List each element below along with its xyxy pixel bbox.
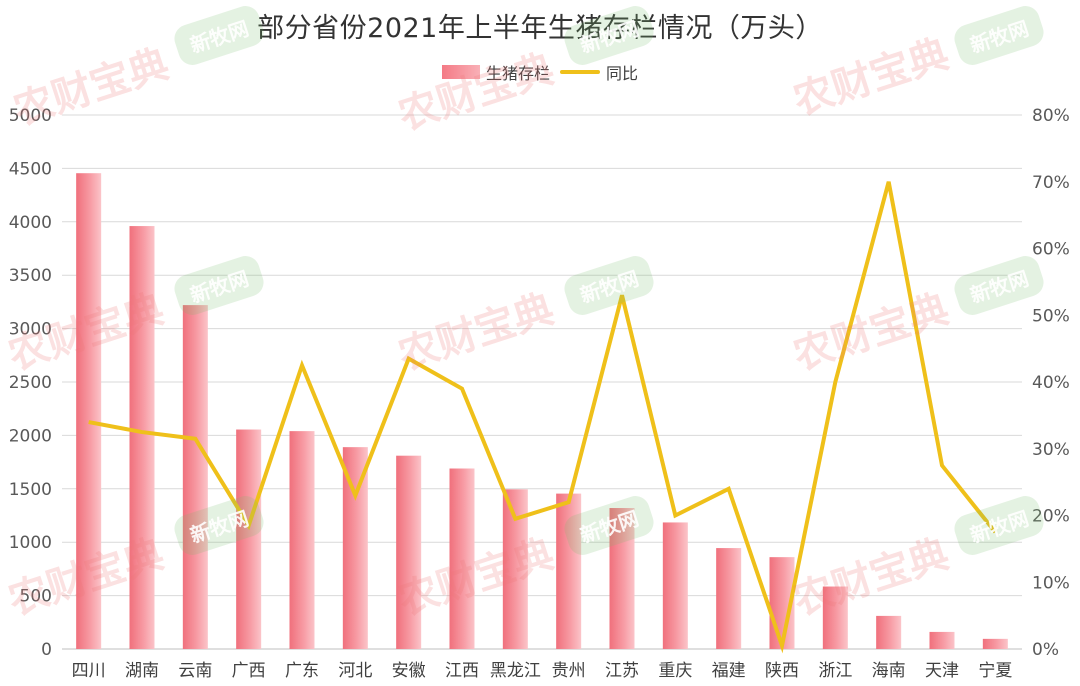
y-tick-label: 2000 <box>9 426 52 446</box>
y-tick-label: 3000 <box>9 320 52 340</box>
legend-bar-swatch <box>441 65 480 79</box>
bar <box>556 493 582 649</box>
bar <box>982 638 1008 649</box>
x-tick-label: 福建 <box>712 661 746 681</box>
bar <box>236 429 262 649</box>
bar <box>822 586 848 649</box>
chart-title: 部分省份2021年上半年生猪存栏情况（万头） <box>257 13 823 44</box>
x-tick-label: 四川 <box>72 661 106 681</box>
y-tick-label: 1000 <box>9 533 52 553</box>
bar <box>129 226 155 649</box>
y2-tick-label: 10% <box>1032 573 1070 593</box>
x-tick-label: 海南 <box>872 661 906 681</box>
y2-tick-label: 0% <box>1032 640 1059 660</box>
yoy-series-line <box>88 181 997 654</box>
bar <box>876 615 902 649</box>
legend-item-bar: 生猪存栏 <box>441 60 550 84</box>
y-tick-label: 2500 <box>9 373 52 393</box>
legend-label-bar: 生猪存栏 <box>485 64 550 83</box>
bar <box>609 508 635 649</box>
bar <box>342 447 368 649</box>
bar <box>449 468 475 649</box>
bar <box>929 631 955 649</box>
y-tick-label: 1500 <box>9 480 52 500</box>
x-tick-label: 陕西 <box>765 661 799 681</box>
legend-line-swatch <box>560 70 600 74</box>
grid-lines <box>62 114 1022 650</box>
y2-tick-label: 50% <box>1032 306 1070 326</box>
x-tick-label: 天津 <box>925 661 959 681</box>
y-tick-label: 3500 <box>9 266 52 286</box>
y-tick-label: 500 <box>20 587 52 607</box>
bars <box>76 173 1008 649</box>
x-tick-label: 重庆 <box>658 661 692 681</box>
bar <box>289 431 315 649</box>
x-tick-label: 云南 <box>178 661 212 681</box>
legend: 生猪存栏 同比 <box>0 60 1080 84</box>
x-tick-label: 湖南 <box>125 661 159 681</box>
x-tick-label: 宁夏 <box>978 661 1012 681</box>
bar <box>502 489 528 649</box>
x-tick-label: 广东 <box>285 661 319 681</box>
y2-tick-label: 80% <box>1032 106 1070 126</box>
x-tick-label: 江西 <box>445 661 479 681</box>
bar <box>396 455 422 649</box>
bar <box>662 522 688 649</box>
x-tick-label: 江苏 <box>605 661 639 681</box>
y2-tick-label: 20% <box>1032 507 1070 527</box>
y2-tick-label: 70% <box>1032 173 1070 193</box>
x-tick-label: 广西 <box>232 661 266 681</box>
x-tick-label: 黑龙江 <box>490 661 541 681</box>
y-tick-label: 4500 <box>9 159 52 179</box>
legend-label-line: 同比 <box>606 64 639 83</box>
bar <box>76 173 102 649</box>
bar <box>182 305 208 649</box>
y2-tick-label: 60% <box>1032 240 1070 260</box>
y-tick-label: 0 <box>41 640 52 660</box>
x-tick-label: 安徽 <box>392 661 426 681</box>
y-tick-label: 5000 <box>9 106 52 126</box>
x-tick-label: 浙江 <box>818 661 852 681</box>
axes: 0 500 1000 1500 2000 2500 3000 3500 4000 4500 5000… <box>9 106 1070 681</box>
y2-tick-label: 40% <box>1032 373 1070 393</box>
y2-tick-label: 30% <box>1032 440 1070 460</box>
legend-item-line: 同比 <box>560 60 638 84</box>
x-tick-label: 河北 <box>338 661 372 681</box>
yoy-line <box>88 181 997 654</box>
y-tick-label: 4000 <box>9 213 52 233</box>
bar <box>716 548 742 649</box>
x-tick-label: 贵州 <box>552 661 586 681</box>
